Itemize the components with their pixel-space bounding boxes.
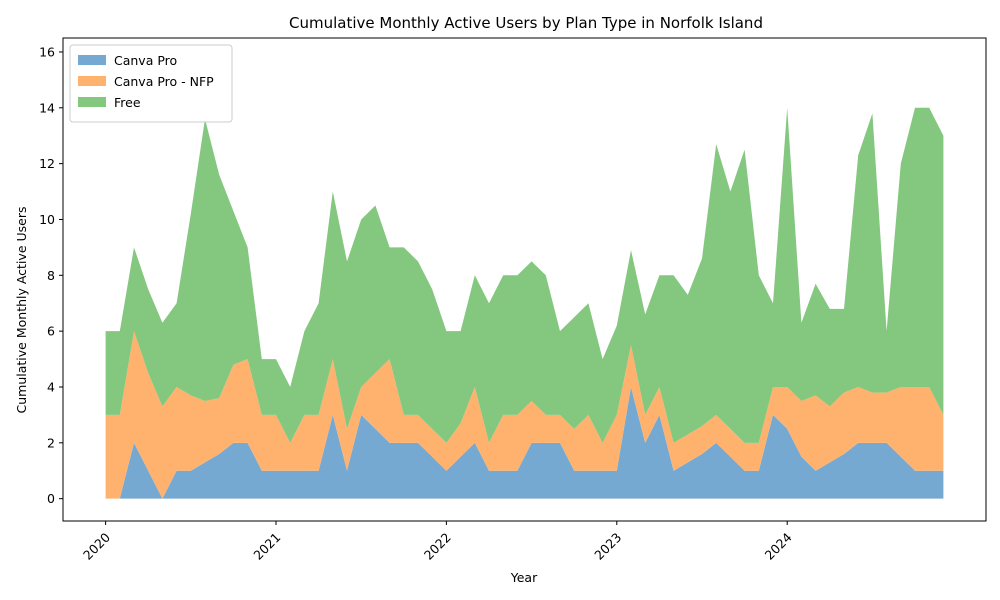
legend-box bbox=[69, 44, 233, 123]
legend: Canva Pro Canva Pro - NFP Free bbox=[69, 44, 233, 123]
legend-label: Canva Pro - NFP bbox=[114, 74, 214, 89]
legend-label: Canva Pro bbox=[114, 53, 177, 68]
y-tick-label: 4 bbox=[47, 379, 55, 394]
y-tick-label: 16 bbox=[39, 44, 55, 59]
y-tick-label: 0 bbox=[47, 491, 55, 506]
y-tick-label: 12 bbox=[39, 156, 55, 171]
x-axis-label: Year bbox=[510, 570, 538, 585]
y-tick-label: 6 bbox=[47, 324, 55, 339]
x-axis: 2020 2021 2022 2023 2024 bbox=[80, 521, 795, 563]
area-free bbox=[105, 107, 944, 443]
x-tick-label: 2020 bbox=[80, 530, 113, 563]
plot-frame bbox=[62, 37, 987, 522]
legend-swatch bbox=[78, 76, 106, 86]
x-tick-label: 2021 bbox=[250, 530, 283, 563]
area-canva-pro-nfp bbox=[105, 331, 944, 499]
x-tick-label: 2023 bbox=[591, 530, 624, 563]
legend-swatch bbox=[78, 97, 106, 107]
y-axis-label: Cumulative Monthly Active Users bbox=[14, 207, 29, 414]
y-tick-label: 8 bbox=[47, 268, 55, 283]
y-tick-label: 10 bbox=[39, 212, 55, 227]
legend-swatch bbox=[78, 55, 106, 65]
y-axis: 0 2 4 6 8 10 12 14 16 bbox=[39, 44, 63, 506]
y-tick-label: 14 bbox=[39, 100, 55, 115]
x-tick-label: 2024 bbox=[762, 530, 795, 563]
series-areas bbox=[105, 107, 944, 499]
x-tick-label: 2022 bbox=[421, 530, 454, 563]
legend-label: Free bbox=[114, 95, 141, 110]
y-tick-label: 2 bbox=[47, 435, 55, 450]
chart-title: Cumulative Monthly Active Users by Plan … bbox=[289, 14, 763, 32]
